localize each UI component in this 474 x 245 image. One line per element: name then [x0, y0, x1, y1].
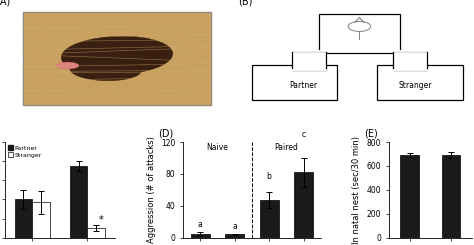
- Text: Partner: Partner: [289, 81, 317, 90]
- Text: b: b: [267, 172, 272, 181]
- Text: (D): (D): [158, 128, 173, 138]
- Bar: [260, 200, 279, 238]
- Text: Stranger: Stranger: [399, 81, 432, 90]
- Text: a: a: [232, 222, 237, 231]
- Bar: [15, 199, 32, 238]
- Bar: [442, 155, 460, 238]
- Bar: [377, 65, 463, 100]
- Bar: [319, 14, 400, 52]
- Bar: [23, 12, 211, 105]
- Bar: [292, 50, 326, 70]
- Text: Naive: Naive: [207, 143, 228, 152]
- Text: c: c: [301, 130, 306, 139]
- Bar: [401, 155, 419, 238]
- Bar: [191, 234, 210, 238]
- Text: a: a: [198, 220, 203, 229]
- Y-axis label: In natal nest (sec/30 min): In natal nest (sec/30 min): [352, 136, 361, 244]
- Ellipse shape: [61, 36, 173, 75]
- Text: (E): (E): [364, 128, 378, 138]
- Bar: [70, 166, 87, 238]
- Bar: [225, 234, 244, 238]
- Legend: Partner, Stranger: Partner, Stranger: [8, 145, 42, 158]
- Bar: [294, 172, 313, 238]
- Text: *: *: [99, 215, 104, 225]
- Text: Paired: Paired: [274, 143, 298, 152]
- Text: (A): (A): [0, 0, 10, 6]
- Ellipse shape: [56, 62, 79, 69]
- Y-axis label: Aggression (# of attacks): Aggression (# of attacks): [146, 136, 155, 243]
- Text: (B): (B): [238, 0, 253, 6]
- Bar: [393, 50, 427, 70]
- Bar: [23, 12, 211, 105]
- Bar: [32, 202, 50, 238]
- Ellipse shape: [70, 59, 142, 81]
- Bar: [87, 228, 105, 238]
- Bar: [252, 65, 337, 100]
